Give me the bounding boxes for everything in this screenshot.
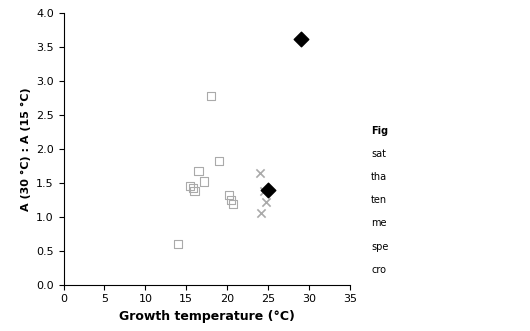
Point — [186, 184, 195, 189]
Y-axis label: A (30 °C) : A (15 °C): A (30 °C) : A (15 °C) — [21, 87, 31, 211]
X-axis label: Growth temperature (°C): Growth temperature (°C) — [119, 310, 295, 323]
Point — [227, 197, 235, 203]
Point — [195, 168, 203, 173]
Point — [255, 170, 264, 175]
Point — [200, 179, 208, 184]
Text: spe: spe — [371, 242, 388, 252]
Point — [189, 186, 197, 191]
Point — [264, 187, 272, 192]
Point — [190, 188, 199, 194]
Point — [262, 199, 271, 205]
Point — [215, 159, 223, 164]
Point — [260, 188, 268, 194]
Point — [174, 241, 182, 247]
Point — [257, 211, 266, 216]
Text: ten: ten — [371, 195, 387, 205]
Point — [296, 36, 305, 42]
Point — [225, 192, 233, 198]
Text: tha: tha — [371, 172, 387, 182]
Text: sat: sat — [371, 149, 386, 159]
Text: Fig: Fig — [371, 126, 388, 136]
Point — [207, 93, 215, 99]
Point — [228, 201, 237, 207]
Text: cro: cro — [371, 265, 386, 275]
Text: me: me — [371, 218, 386, 228]
